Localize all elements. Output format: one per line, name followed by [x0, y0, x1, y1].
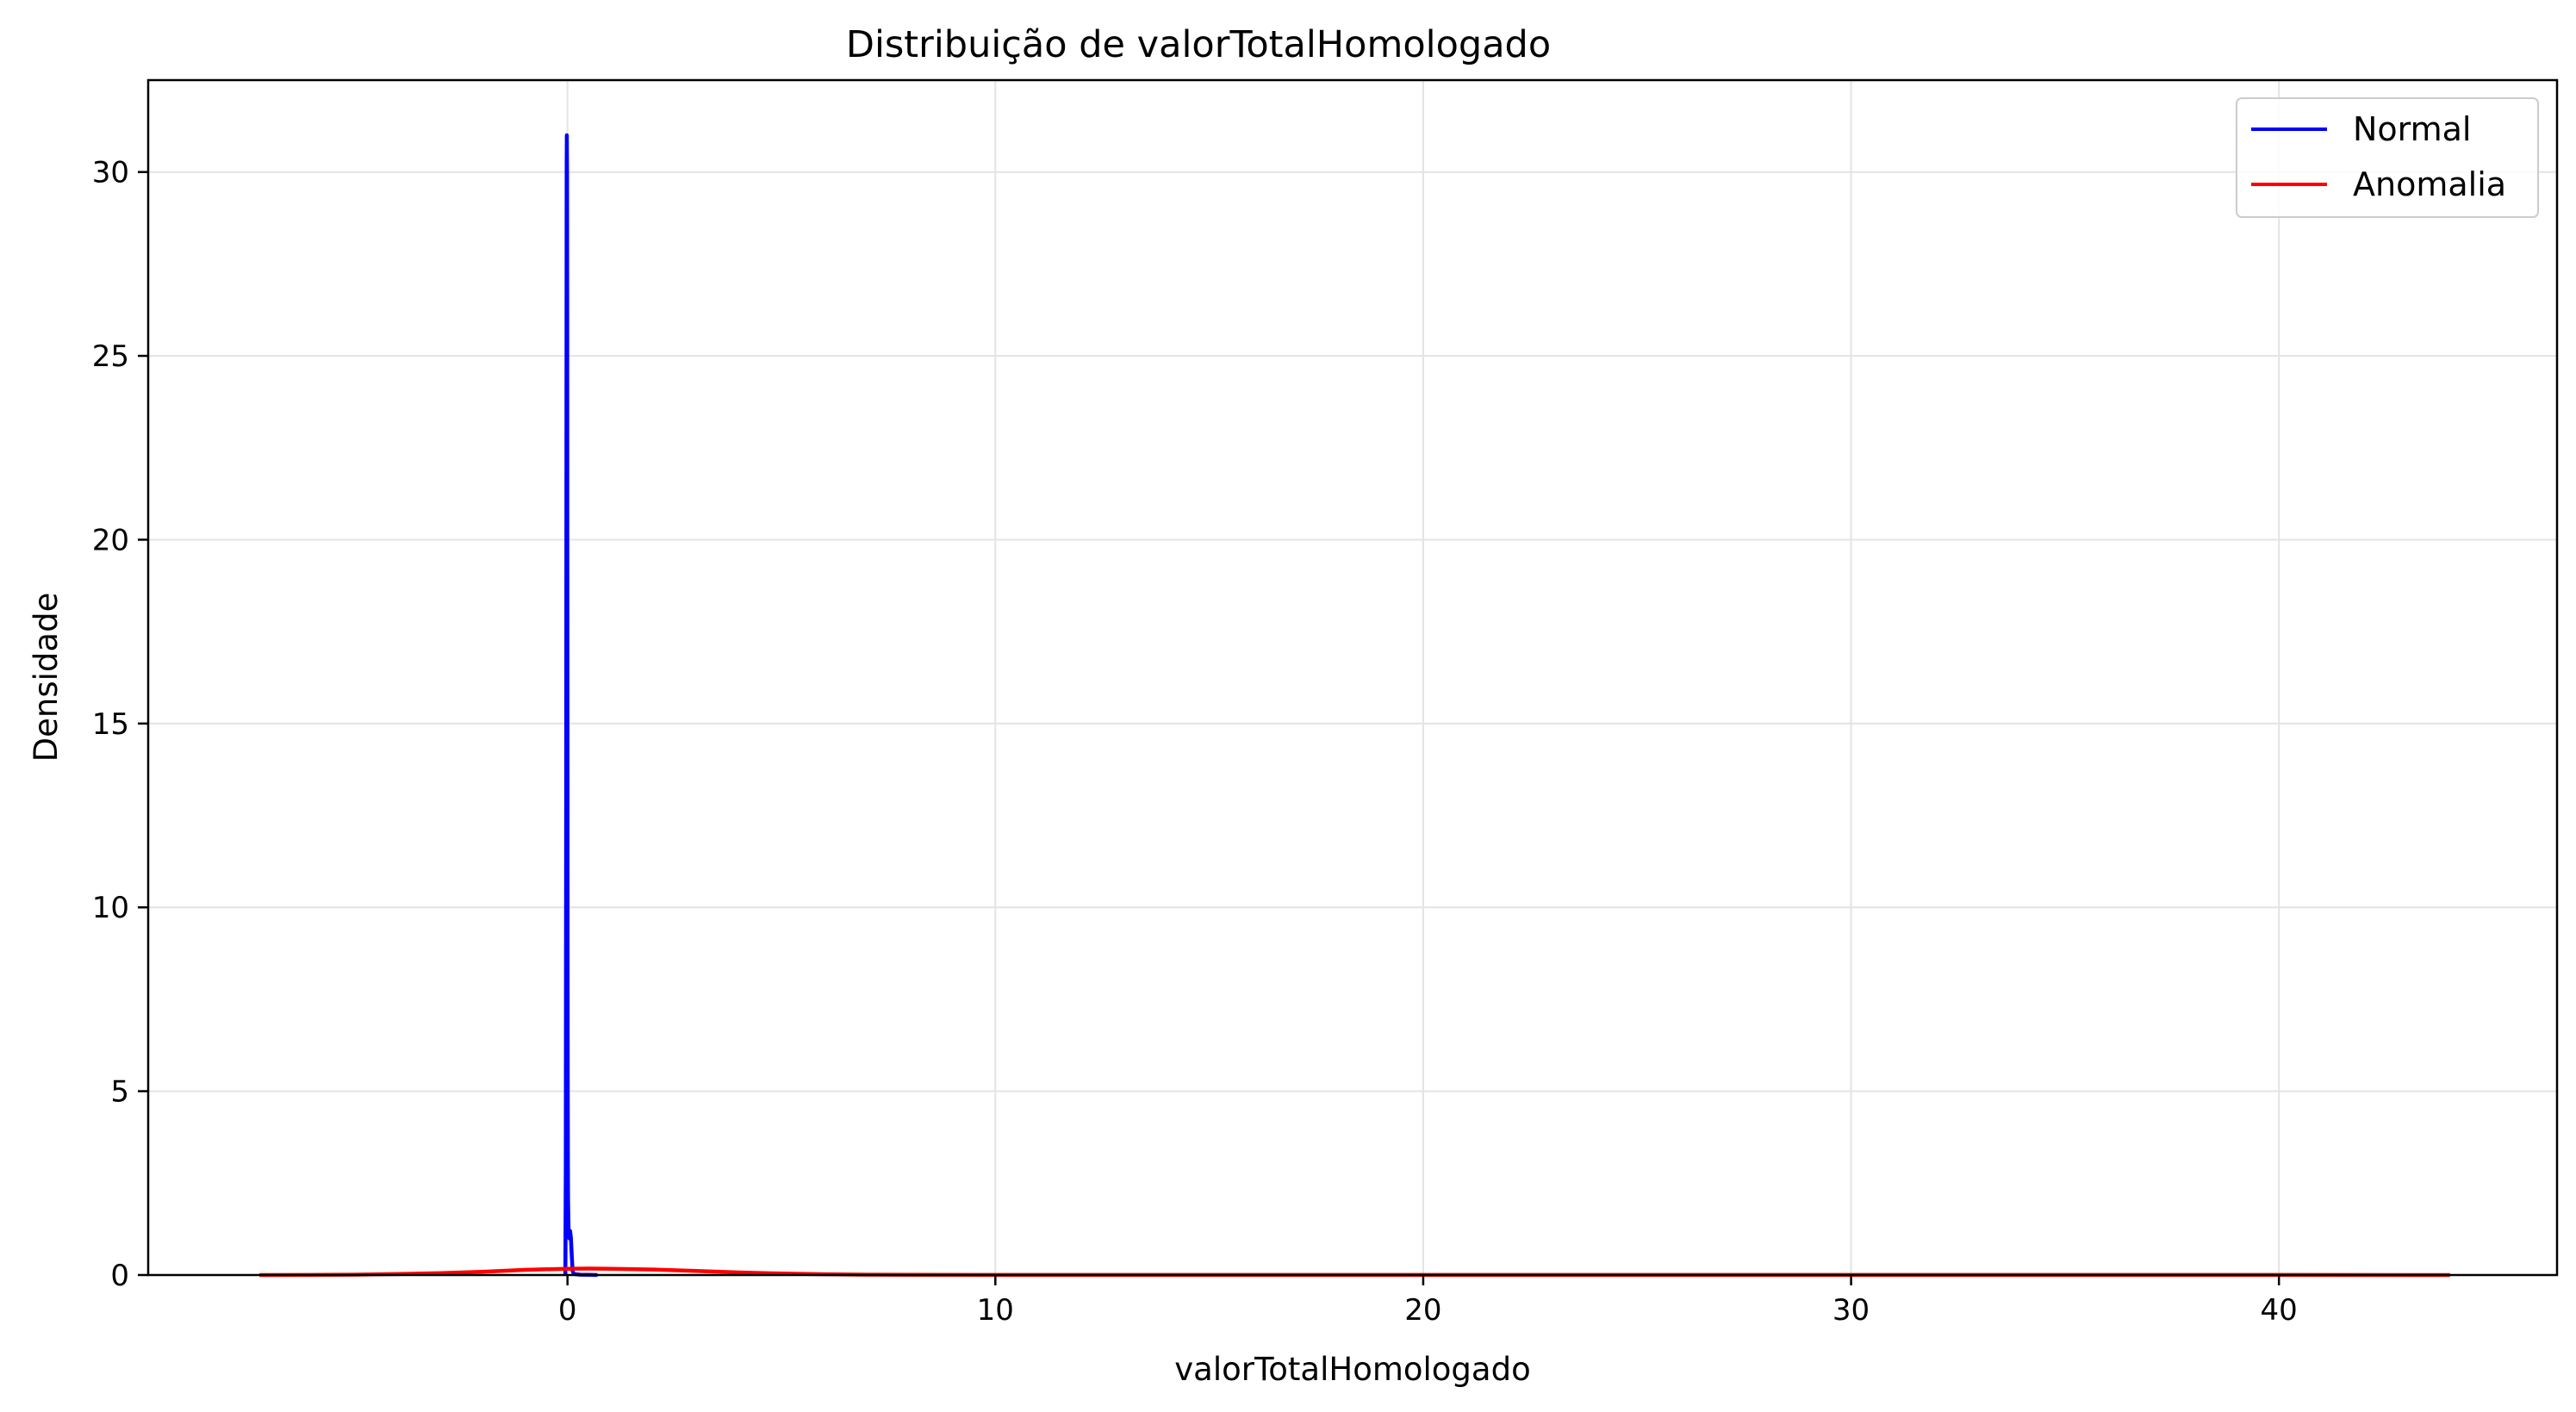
axis-ticks: 0 10 20 30 40 0 5 10 15 20 25 30 — [92, 156, 2298, 1328]
y-axis-title: Densidade — [28, 593, 65, 762]
x-tick-label: 0 — [558, 1293, 577, 1328]
y-tick-label: 10 — [92, 891, 129, 925]
x-tick-label: 30 — [1832, 1293, 1870, 1328]
y-tick-label: 20 — [92, 523, 129, 557]
chart-title: Distribuição de valorTotalHomologado — [846, 23, 1551, 66]
plot-frame — [146, 78, 2559, 1277]
x-axis-title: valorTotalHomologado — [1174, 1351, 1530, 1388]
y-tick-label: 25 — [92, 339, 129, 374]
legend: Normal Anomalia — [2236, 97, 2539, 218]
y-tick-label: 15 — [92, 707, 129, 742]
x-tick-label: 40 — [2261, 1293, 2298, 1328]
y-tick-label: 5 — [110, 1075, 129, 1110]
x-tick-label: 20 — [1404, 1293, 1441, 1328]
legend-label-normal: Normal — [2353, 110, 2472, 148]
y-tick-label: 30 — [92, 156, 129, 190]
series-line-normal — [563, 133, 598, 1278]
legend-label-anomalia: Anomalia — [2353, 165, 2506, 203]
y-tick-label: 0 — [110, 1259, 129, 1293]
x-tick-label: 10 — [977, 1293, 1014, 1328]
